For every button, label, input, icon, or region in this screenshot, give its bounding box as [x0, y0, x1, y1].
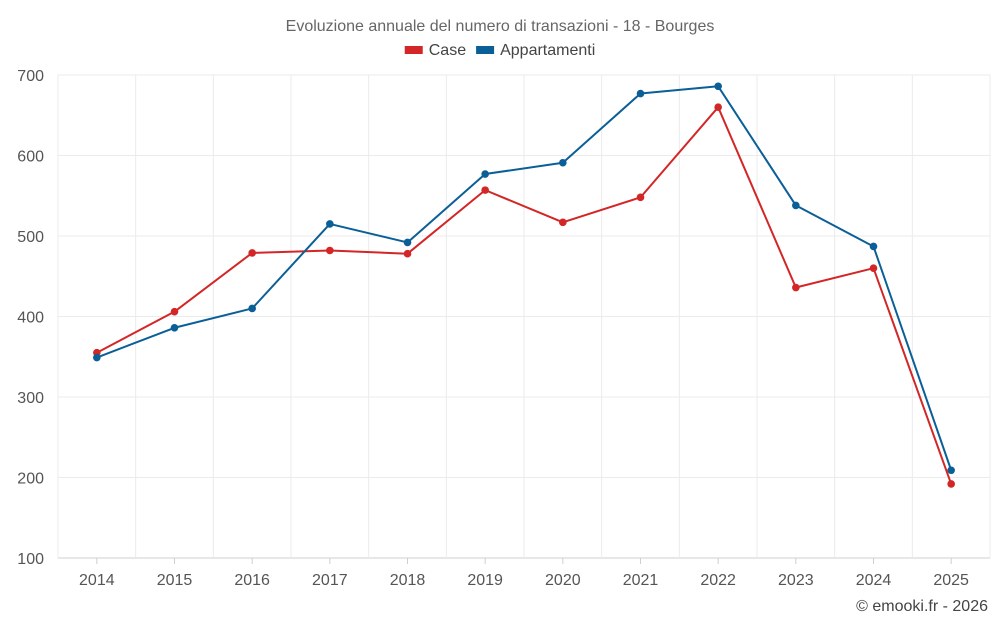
y-axis-ticks: 100 200 300 400 500 600 700	[17, 68, 44, 568]
data-point-case[interactable]	[559, 218, 567, 227]
x-axis-ticks: 2014 2015 2016 2017 2018 2019 2020 2021 2022 2023…	[79, 558, 969, 589]
grid	[57, 74, 991, 559]
x-tick-label: 2015	[157, 572, 193, 589]
data-point-case[interactable]	[403, 249, 412, 258]
x-tick-label: 2024	[856, 572, 892, 589]
legend: Case Appartamenti	[404, 42, 595, 59]
x-tick-label: 2020	[545, 572, 581, 589]
legend-label: Case	[429, 42, 466, 59]
data-point-case[interactable]	[636, 193, 645, 202]
data-point-case[interactable]	[869, 264, 878, 273]
x-tick-label: 2019	[467, 572, 503, 589]
data-point-appartamenti[interactable]	[248, 304, 256, 313]
data-point-case[interactable]	[326, 246, 334, 255]
data-point-case[interactable]	[170, 307, 179, 316]
data-point-appartamenti[interactable]	[559, 158, 567, 167]
series-case	[93, 103, 955, 488]
y-tick-label: 300	[17, 390, 44, 407]
x-tick-label: 2022	[700, 572, 736, 589]
legend-item-appartamenti[interactable]: Appartamenti	[476, 42, 595, 59]
legend-label: Appartamenti	[500, 42, 595, 59]
x-tick-label: 2016	[234, 572, 270, 589]
data-point-appartamenti[interactable]	[326, 220, 334, 228]
x-tick-label: 2018	[390, 572, 426, 589]
chart-title: Evoluzione annuale del numero di transaz…	[286, 18, 715, 35]
data-point-case[interactable]	[481, 186, 489, 194]
legend-swatch	[476, 46, 495, 54]
series-line-case	[96, 106, 953, 485]
data-point-appartamenti[interactable]	[481, 170, 489, 178]
legend-item-case[interactable]: Case	[404, 42, 466, 59]
y-tick-label: 200	[17, 471, 44, 488]
y-tick-label: 600	[17, 149, 44, 166]
data-point-appartamenti[interactable]	[93, 353, 101, 362]
data-point-case[interactable]	[792, 283, 800, 292]
y-tick-label: 500	[17, 229, 44, 246]
data-point-appartamenti[interactable]	[403, 238, 412, 247]
x-tick-label: 2023	[778, 572, 814, 589]
y-tick-label: 700	[17, 68, 44, 85]
data-point-case[interactable]	[714, 103, 722, 111]
data-point-case[interactable]	[248, 249, 256, 257]
y-tick-label: 100	[17, 551, 44, 568]
data-point-appartamenti[interactable]	[636, 89, 645, 98]
data-point-appartamenti[interactable]	[947, 466, 955, 475]
legend-swatch	[404, 46, 423, 54]
data-point-case[interactable]	[947, 480, 955, 488]
series-line-appartamenti	[96, 85, 953, 471]
x-tick-label: 2021	[623, 572, 659, 589]
y-tick-label: 400	[17, 310, 44, 327]
data-point-appartamenti[interactable]	[714, 82, 722, 91]
x-tick-label: 2014	[79, 572, 115, 589]
series-layer	[93, 82, 955, 488]
x-tick-label: 2025	[933, 572, 969, 589]
x-tick-label: 2017	[312, 572, 348, 589]
data-point-appartamenti[interactable]	[792, 201, 800, 210]
credit-text: © emooki.fr - 2026	[856, 598, 988, 615]
data-point-appartamenti[interactable]	[869, 242, 878, 251]
series-appartamenti	[93, 82, 955, 475]
data-point-appartamenti[interactable]	[170, 323, 179, 332]
